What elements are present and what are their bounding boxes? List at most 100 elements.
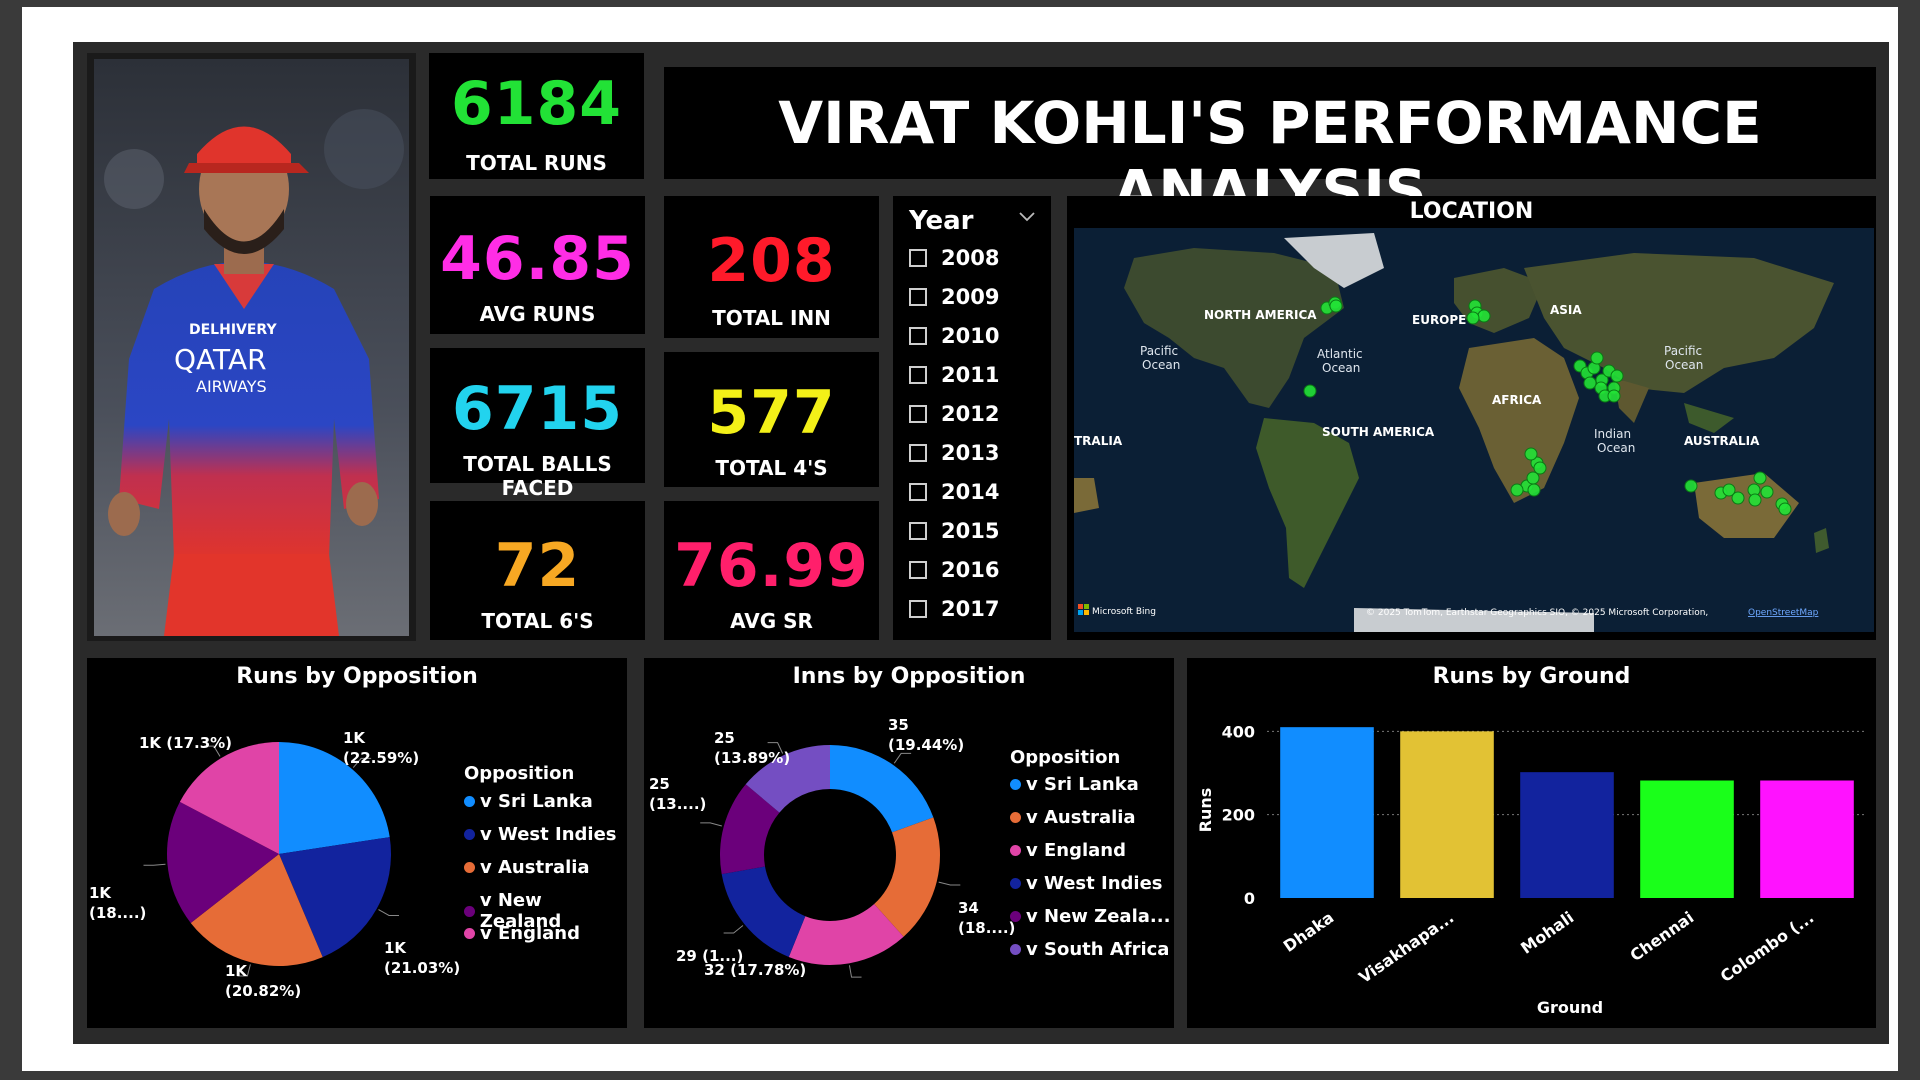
legend-label: v England [1026, 840, 1127, 861]
map-label-pacific-left-2: Ocean [1142, 358, 1180, 372]
bar[interactable] [1760, 780, 1854, 899]
slice-data-label: (19.44%) [888, 736, 964, 754]
location-marker[interactable] [1610, 369, 1624, 383]
bing-logo-icon [1078, 604, 1083, 609]
legend-label: v South Africa [1026, 939, 1170, 960]
checkbox[interactable] [909, 288, 927, 306]
label-leader-line [700, 822, 722, 827]
x-tick-label: Visakhapa... [1355, 908, 1457, 987]
slice-data-label: 1K [89, 884, 112, 902]
location-marker[interactable] [1466, 311, 1480, 325]
location-marker[interactable] [1753, 471, 1767, 485]
pie-slice[interactable] [179, 742, 279, 854]
checkbox[interactable] [909, 444, 927, 462]
kpi-total-runs: 6184 TOTAL RUNS [429, 53, 644, 179]
checkbox[interactable] [909, 405, 927, 423]
inns-by-opposition-chart: Inns by Opposition 35 (19.44%) 34 (18....) 3… [644, 658, 1174, 1028]
y-tick-label: 400 [1222, 722, 1255, 741]
location-marker[interactable] [1590, 351, 1604, 365]
year-option-2017[interactable]: 2017 [909, 596, 999, 622]
x-axis-label: Ground [1537, 998, 1603, 1017]
location-marker[interactable] [1583, 376, 1597, 390]
year-option-2011[interactable]: 2011 [909, 362, 999, 388]
kpi-value: 6184 [451, 69, 622, 139]
map-attribution: © 2025 TomTom, Earthstar Geographics SIO… [1366, 608, 1708, 618]
year-option-label: 2017 [941, 597, 1000, 621]
map-label-atlantic-1: Atlantic [1317, 347, 1363, 361]
location-marker[interactable] [1329, 299, 1343, 313]
map-canvas[interactable]: NORTH AMERICA EUROPE ASIA Pacific Ocean … [1074, 228, 1874, 632]
checkbox[interactable] [909, 600, 927, 618]
legend-item[interactable]: v New Zeala... [1010, 906, 1170, 927]
legend-item[interactable]: v Australia [464, 857, 590, 878]
location-marker[interactable] [1778, 502, 1792, 516]
pie-slice[interactable] [721, 866, 806, 957]
map-label-indian-2: Ocean [1597, 441, 1635, 455]
year-option-2016[interactable]: 2016 [909, 557, 999, 583]
kpi-label: AVG SR [730, 609, 813, 633]
pie-slice[interactable] [745, 745, 830, 813]
legend-label: v New Zeala... [1026, 906, 1171, 927]
checkbox[interactable] [909, 561, 927, 579]
legend-item[interactable]: v Sri Lanka [1010, 774, 1139, 795]
location-marker[interactable] [1477, 309, 1491, 323]
slice-data-label: (22.59%) [343, 749, 419, 767]
pie-slice[interactable] [190, 854, 323, 966]
slice-data-label: (18....) [958, 919, 1015, 937]
location-marker[interactable] [1524, 447, 1538, 461]
location-marker[interactable] [1684, 479, 1698, 493]
page-background: DELHIVERY QATAR AIRWAYS 6184 TOTAL RUNS … [22, 7, 1898, 1071]
location-marker[interactable] [1527, 483, 1541, 497]
pie-slice[interactable] [830, 745, 934, 833]
map-label-europe: EUROPE [1412, 313, 1466, 327]
checkbox[interactable] [909, 327, 927, 345]
map-markers [1303, 296, 1792, 516]
label-leader-line [723, 925, 744, 934]
pie-slice[interactable] [874, 817, 940, 937]
checkbox[interactable] [909, 249, 927, 267]
year-option-2013[interactable]: 2013 [909, 440, 999, 466]
pie-slice[interactable] [788, 904, 904, 965]
bar[interactable] [1280, 727, 1374, 898]
location-marker[interactable] [1533, 461, 1547, 475]
y-axis-label: Runs [1196, 788, 1215, 833]
location-marker[interactable] [1760, 485, 1774, 499]
pie-slice[interactable] [279, 742, 390, 854]
year-option-2010[interactable]: 2010 [909, 323, 999, 349]
bar[interactable] [1640, 780, 1734, 899]
checkbox[interactable] [909, 483, 927, 501]
location-marker[interactable] [1510, 483, 1524, 497]
chevron-down-icon[interactable] [1019, 208, 1035, 224]
location-marker[interactable] [1303, 384, 1317, 398]
checkbox[interactable] [909, 366, 927, 384]
legend-item[interactable]: v New Zealand [464, 890, 627, 932]
y-tick-label: 0 [1244, 889, 1255, 908]
legend-item[interactable]: v Sri Lanka [464, 791, 593, 812]
year-option-2009[interactable]: 2009 [909, 284, 999, 310]
location-marker[interactable] [1748, 493, 1762, 507]
legend-item[interactable]: v West Indies [464, 824, 617, 845]
bar[interactable] [1520, 772, 1614, 898]
location-marker[interactable] [1722, 483, 1736, 497]
legend-item[interactable]: v England [1010, 840, 1126, 861]
location-map-tile: LOCATION NORTH AMERICA EUROPE [1067, 196, 1876, 640]
year-option-2015[interactable]: 2015 [909, 518, 999, 544]
location-marker[interactable] [1607, 389, 1621, 403]
pie-slice[interactable] [279, 837, 392, 958]
slice-data-label: (13.89%) [714, 749, 790, 767]
map-osm-link[interactable]: OpenStreetMap [1748, 608, 1819, 618]
legend-item[interactable]: v Australia [1010, 807, 1136, 828]
year-option-2008[interactable]: 2008 [909, 245, 999, 271]
kpi-label: TOTAL 6'S [481, 609, 594, 633]
year-option-2012[interactable]: 2012 [909, 401, 999, 427]
pie-slice[interactable] [720, 784, 780, 875]
year-option-2014[interactable]: 2014 [909, 479, 999, 505]
checkbox[interactable] [909, 522, 927, 540]
location-marker[interactable] [1731, 491, 1745, 505]
legend-item[interactable]: v South Africa [1010, 939, 1169, 960]
slice-data-label: (18....) [89, 904, 146, 922]
legend-item[interactable]: v England [464, 923, 580, 944]
bar[interactable] [1400, 731, 1494, 898]
legend-item[interactable]: v West Indies [1010, 873, 1163, 894]
pie-slice[interactable] [167, 801, 279, 923]
